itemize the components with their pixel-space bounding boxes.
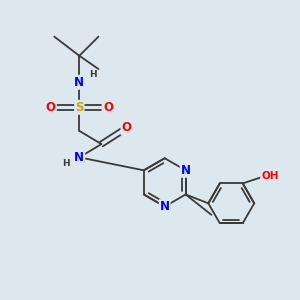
Text: O: O — [46, 101, 56, 114]
Text: N: N — [74, 76, 84, 89]
Text: OH: OH — [261, 171, 279, 181]
Text: O: O — [103, 101, 113, 114]
Text: O: O — [122, 122, 131, 134]
Text: N: N — [181, 164, 190, 177]
Text: S: S — [75, 101, 84, 114]
Text: N: N — [160, 200, 170, 213]
Text: N: N — [74, 151, 84, 164]
Text: H: H — [89, 70, 96, 80]
Text: H: H — [62, 159, 70, 168]
